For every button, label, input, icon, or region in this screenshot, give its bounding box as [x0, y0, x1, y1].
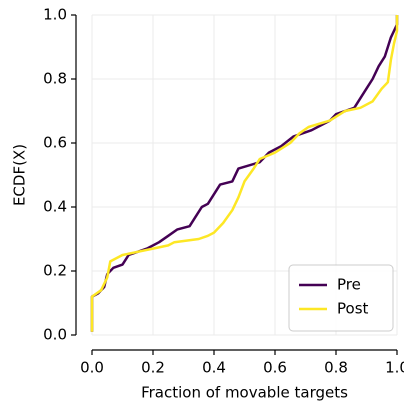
y-tick-label: 0.2 — [43, 262, 67, 280]
legend-label: Post — [337, 300, 369, 318]
y-tick-label: 0.6 — [43, 134, 67, 152]
x-axis-label: Fraction of movable targets — [141, 384, 348, 402]
x-tick-label: 0.2 — [141, 359, 165, 377]
legend-label: Pre — [337, 276, 361, 294]
y-tick-label: 0.8 — [43, 70, 67, 88]
y-tick-label: 0.0 — [43, 326, 67, 344]
x-tick-label: 0.6 — [263, 359, 287, 377]
y-tick-label: 0.4 — [43, 198, 67, 216]
data-line — [90, 15, 399, 332]
data-line — [90, 15, 399, 332]
y-tick-label: 1.0 — [43, 6, 67, 24]
legend-box — [288, 264, 394, 332]
y-axis-label: ECDF(X) — [11, 144, 29, 206]
x-tick-label: 1.0 — [385, 359, 404, 377]
x-tick-label: 0.8 — [324, 359, 348, 377]
legend: Pre Post — [288, 264, 394, 332]
x-tick-label: 0.4 — [202, 359, 226, 377]
x-tick-label: 0.0 — [80, 359, 104, 377]
